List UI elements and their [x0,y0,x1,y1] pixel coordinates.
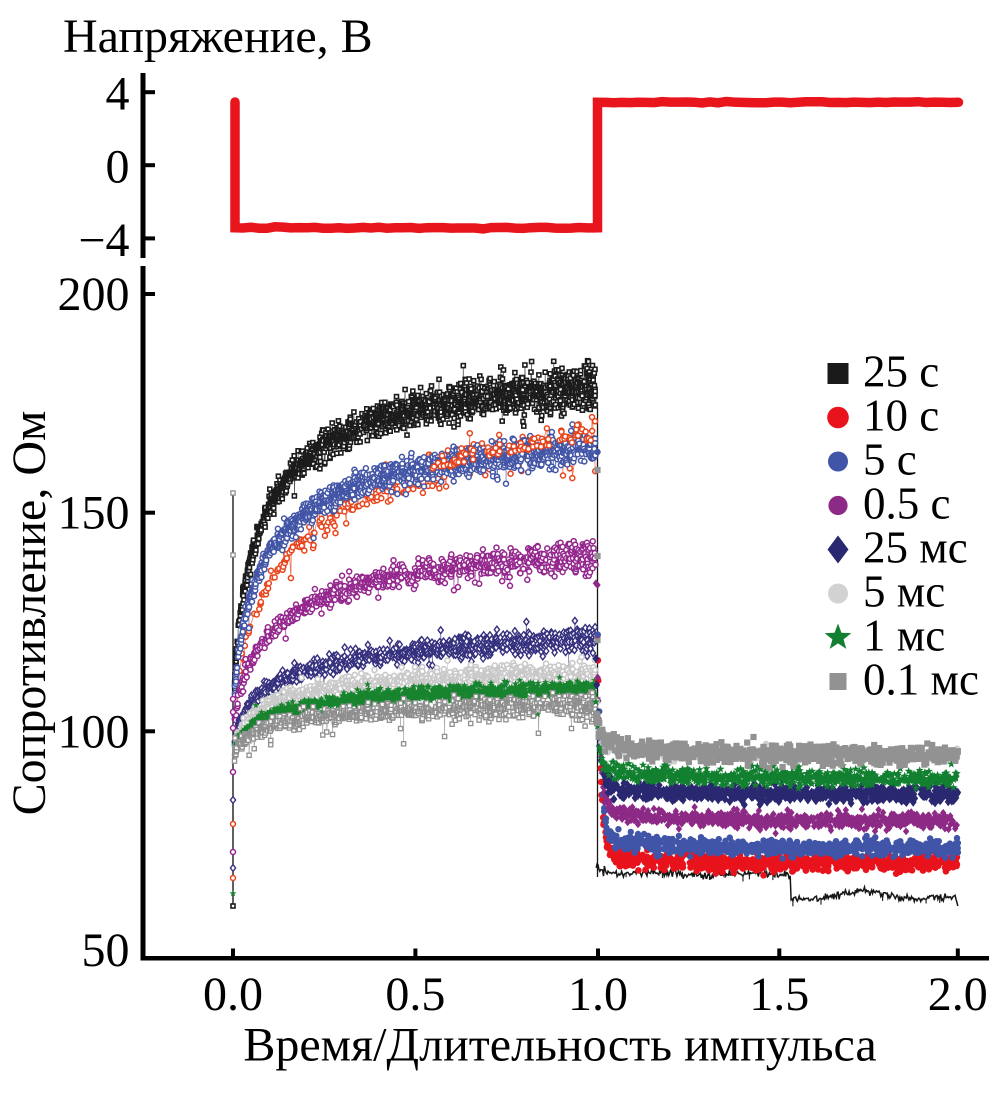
svg-text:0.1 мс: 0.1 мс [863,655,979,705]
svg-text:0.0: 0.0 [203,968,263,1021]
svg-text:4: 4 [106,68,130,121]
svg-text:1 мс: 1 мс [863,611,945,661]
svg-text:Сопротивление, Ом: Сопротивление, Ом [3,411,56,816]
svg-text:50: 50 [82,924,130,977]
svg-text:200: 200 [58,268,130,321]
svg-text:0.5: 0.5 [385,968,445,1021]
svg-text:100: 100 [58,705,130,758]
svg-text:0.5 с: 0.5 с [863,479,950,529]
svg-text:1.0: 1.0 [568,968,628,1021]
svg-text:150: 150 [58,487,130,540]
svg-text:0: 0 [106,141,130,194]
svg-text:10 с: 10 с [863,391,939,441]
svg-text:25 с: 25 с [863,347,939,397]
svg-text:Напряжение, В: Напряжение, В [63,10,373,63]
svg-text:5 с: 5 с [863,435,917,485]
svg-text:2.0: 2.0 [928,968,988,1021]
svg-text:Время/Длительность импульса: Время/Длительность импульса [243,1019,876,1072]
svg-text:−4: −4 [78,214,129,267]
svg-text:1.5: 1.5 [749,968,809,1021]
svg-text:5 мс: 5 мс [863,567,945,617]
svg-text:25 мс: 25 мс [863,523,968,573]
